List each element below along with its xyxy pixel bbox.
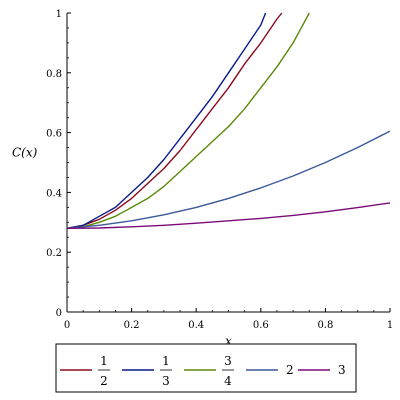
legend-label-denominator: 2 <box>100 374 108 388</box>
series-line-2 <box>66 12 267 229</box>
legend-label-denominator: 4 <box>224 374 232 388</box>
y-tick-label: 0.6 <box>46 129 62 140</box>
y-axis-label: C(x) <box>12 146 38 160</box>
y-tick-label: 0 <box>56 308 62 319</box>
series-line-4 <box>66 130 391 229</box>
y-tick-label: 0.4 <box>46 188 62 199</box>
x-tick-label: 1 <box>387 320 393 331</box>
legend-label-denominator: 3 <box>162 374 170 388</box>
y-tick-label: 0.2 <box>46 248 62 259</box>
y-tick-label: 1 <box>56 9 62 20</box>
x-tick-label: 0.6 <box>253 320 269 331</box>
x-tick-label: 0.4 <box>188 320 204 331</box>
y-tick-label: 0.8 <box>46 69 62 80</box>
legend-label: 3 <box>338 363 346 377</box>
x-axis-label: x <box>225 334 232 348</box>
chart-series-lines <box>66 12 391 229</box>
series-line-1 <box>66 12 283 229</box>
chart-ticks: 0 0.2 0.4 0.6 0.8 1 0 0.2 0.4 0.6 0.8 1 <box>46 9 393 331</box>
series-line-3 <box>66 12 310 229</box>
legend-label-numerator: 1 <box>100 354 108 368</box>
legend-label: 2 <box>286 363 294 377</box>
series-line-5 <box>66 202 391 229</box>
x-tick-label: 0.2 <box>124 320 140 331</box>
legend-label-numerator: 3 <box>224 354 232 368</box>
x-tick-label: 0.8 <box>317 320 333 331</box>
chart-legend: 1 2 1 3 3 4 2 3 <box>55 343 357 393</box>
x-tick-label: 0 <box>64 320 70 331</box>
legend-label-numerator: 1 <box>162 354 170 368</box>
chart-axes <box>66 13 390 313</box>
legend-box <box>55 343 357 393</box>
